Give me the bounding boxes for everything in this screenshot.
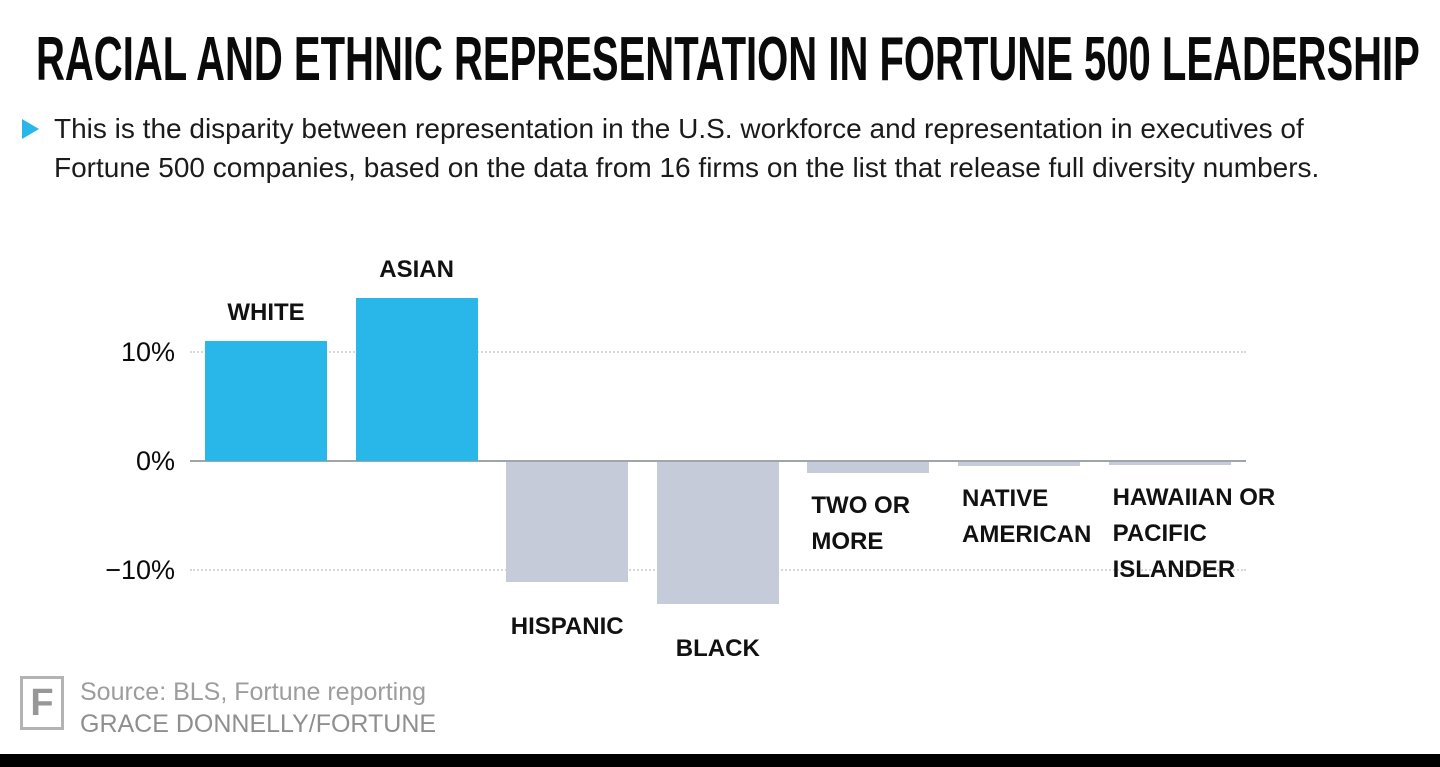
bullet-triangle-icon (22, 119, 39, 139)
bar-label-white: WHITE (227, 299, 305, 327)
source-text: Source: BLS, Fortune reporting (80, 678, 427, 706)
bar-asian (355, 297, 478, 461)
bar-black (656, 462, 779, 604)
bar-label-native-american: NATIVE AMERICAN (962, 485, 1092, 549)
credits: Source: BLS, Fortune reporting GRACE DON… (80, 676, 436, 740)
bar-label-hispanic: HISPANIC (510, 612, 624, 640)
bar-label-two-or-more: TWO OR MORE (811, 491, 911, 555)
subtitle-text: This is the disparity between representa… (54, 113, 1320, 183)
y-axis-tick-label: 0% (135, 446, 175, 476)
bar-hispanic (506, 462, 629, 582)
footer: F Source: BLS, Fortune reporting GRACE D… (20, 676, 436, 740)
zero-axis-line (190, 460, 1246, 462)
bottom-bar (0, 754, 1440, 767)
bar-label-asian: ASIAN (379, 255, 454, 283)
subtitle: This is the disparity between representa… (22, 110, 1402, 187)
bar-hawaiian-or-pacific-islander (1108, 462, 1231, 466)
gridline (190, 351, 1246, 353)
bar-native-american (958, 462, 1080, 467)
fortune-logo: F (20, 676, 64, 730)
credit-text: GRACE DONNELLY/FORTUNE (80, 710, 437, 738)
y-axis-tick-label: 10% (120, 337, 175, 367)
bar-label-black: BLACK (675, 634, 760, 662)
y-axis-tick-label: −10% (105, 555, 175, 585)
bar-label-hawaiian-or-pacific-islander: HAWAIIAN OR PACIFIC ISLANDER (1112, 484, 1276, 584)
bar-white (205, 341, 327, 461)
bar-two-or-more (807, 462, 930, 473)
page-title: RACIAL AND ETHNIC REPRESENTATION IN FORT… (36, 25, 1420, 94)
